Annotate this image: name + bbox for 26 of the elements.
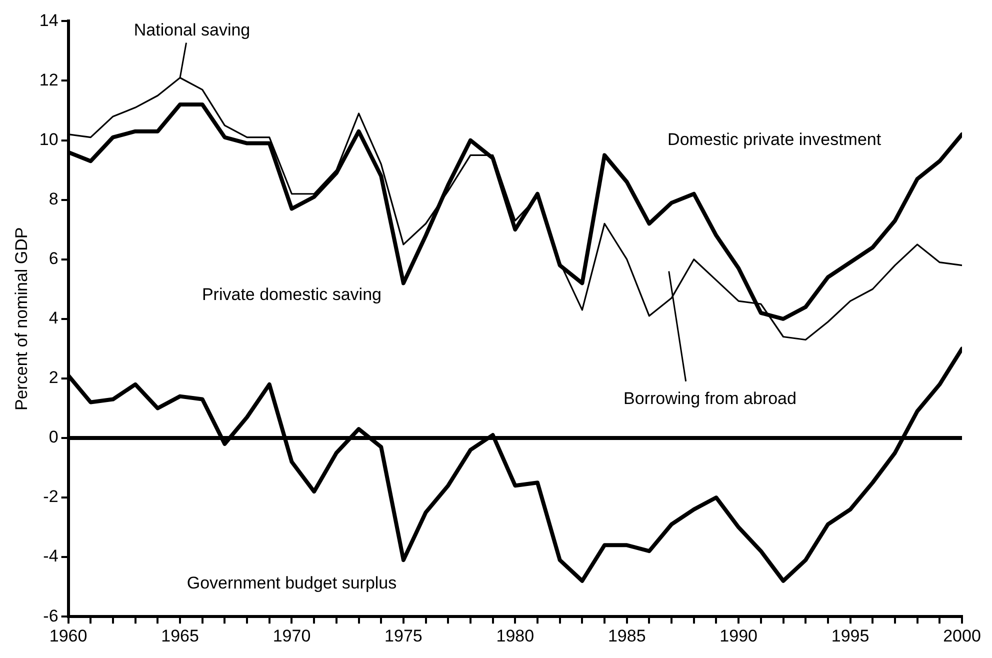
y-tick-label: 2 — [48, 368, 58, 388]
x-tick-label: 1980 — [496, 626, 534, 646]
y-tick-label: -2 — [43, 487, 58, 506]
annotation: Government budget surplus — [186, 574, 397, 593]
y-tick-label: 12 — [39, 70, 58, 90]
y-tick-label: 14 — [39, 10, 58, 30]
x-tick-label: 1960 — [49, 626, 88, 646]
annotation: Domestic private investment — [668, 130, 882, 149]
y-tick-label: -6 — [43, 606, 58, 626]
y-tick-label: 8 — [48, 190, 58, 209]
x-tick-label: 1995 — [831, 626, 870, 646]
y-tick-label: 4 — [48, 308, 58, 328]
annotation: National saving — [134, 20, 250, 40]
y-tick-label: 6 — [48, 249, 58, 268]
annotation: Borrowing from abroad — [624, 388, 796, 408]
annotation: Private domestic saving — [202, 284, 382, 304]
y-tick-label: -4 — [43, 546, 58, 566]
x-tick-label: 1965 — [161, 626, 199, 646]
x-tick-label: 1990 — [720, 626, 758, 646]
y-tick-label: 10 — [39, 130, 58, 149]
y-axis-title: Percent of nominal GDP — [12, 227, 31, 411]
y-tick-label: 0 — [48, 428, 58, 447]
x-tick-label: 1970 — [272, 626, 311, 646]
x-tick-label: 2000 — [943, 626, 981, 646]
x-tick-label: 1985 — [608, 626, 646, 646]
x-tick-label: 1975 — [384, 626, 422, 646]
